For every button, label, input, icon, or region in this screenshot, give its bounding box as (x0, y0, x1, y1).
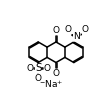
Text: S: S (35, 63, 42, 73)
Text: O: O (65, 25, 72, 34)
Text: $\mathregular{^{-}}$Na$\mathregular{^{+}}$: $\mathregular{^{-}}$Na$\mathregular{^{+}… (39, 78, 64, 90)
Text: O: O (35, 74, 42, 83)
Text: O: O (53, 26, 59, 35)
Text: O: O (82, 25, 89, 34)
Text: O: O (26, 64, 33, 73)
Text: O: O (43, 64, 50, 73)
Text: O: O (53, 69, 59, 78)
Text: N: N (73, 32, 80, 41)
